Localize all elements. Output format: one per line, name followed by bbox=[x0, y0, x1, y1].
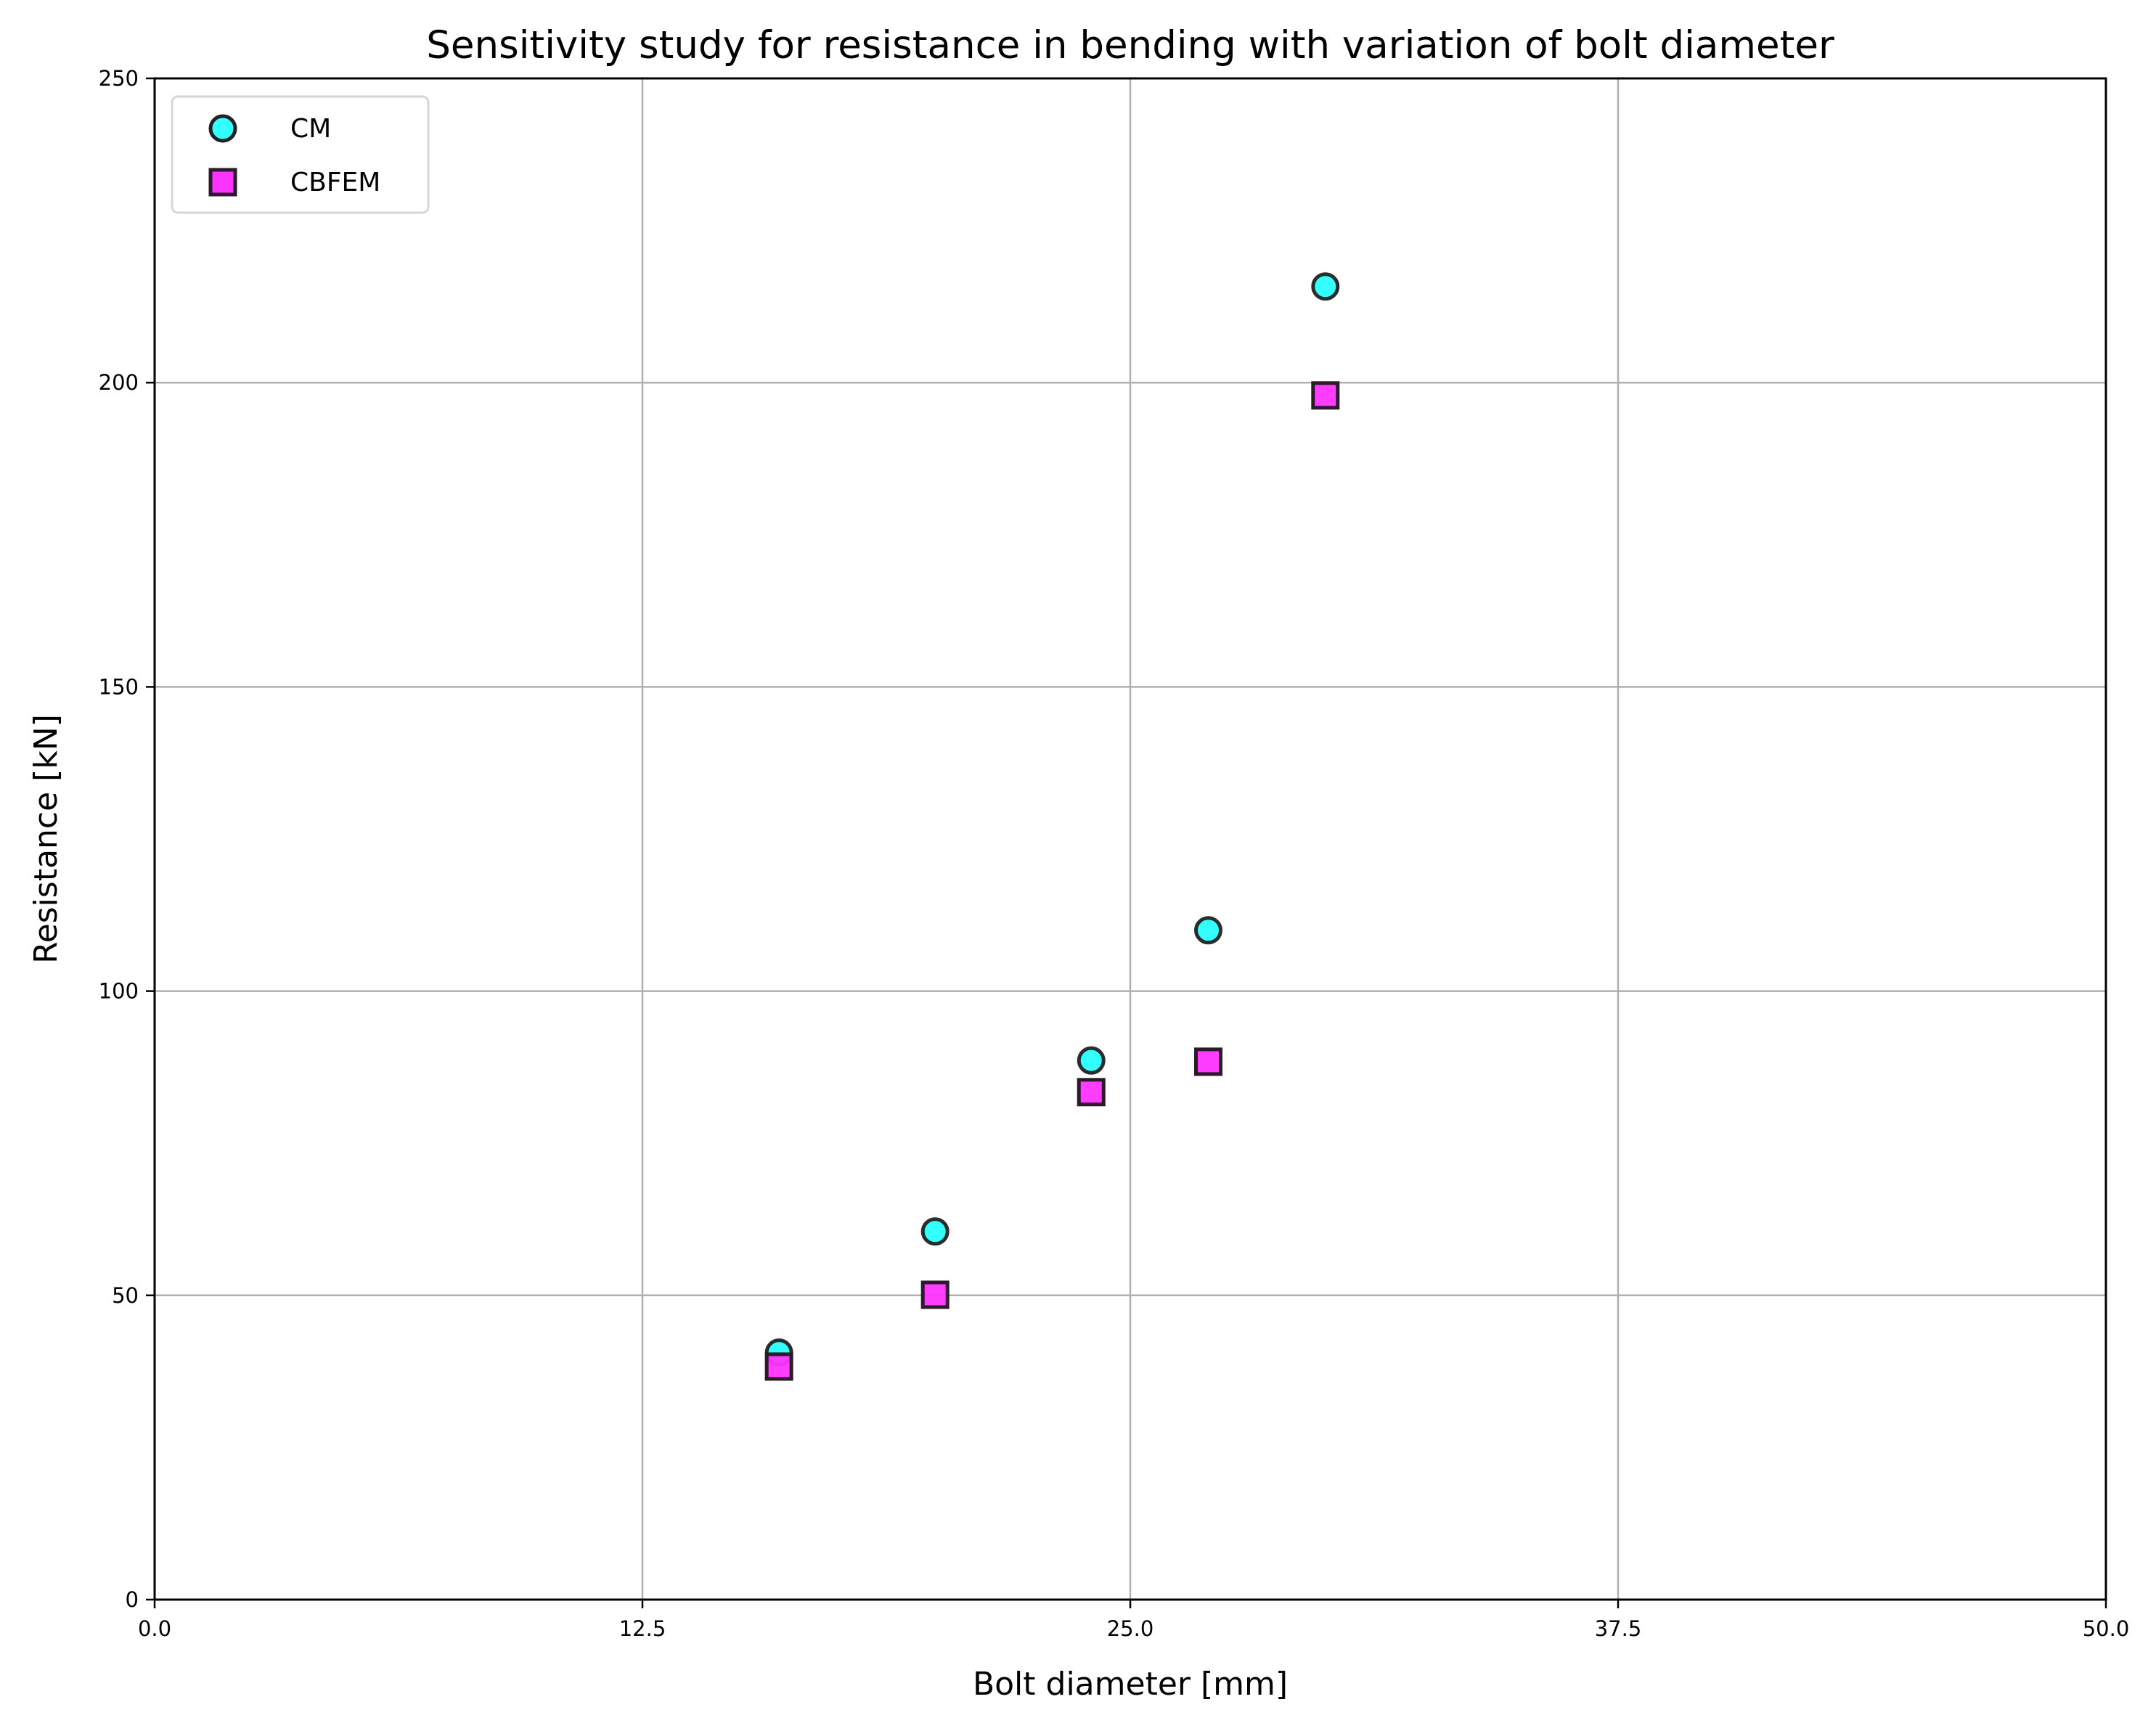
legend-marker-cbfem bbox=[208, 168, 237, 197]
legend-label-cbfem: CBFEM bbox=[290, 168, 380, 197]
x-tick-label: 25.0 bbox=[1107, 1616, 1154, 1641]
y-tick-label: 0 bbox=[126, 1587, 139, 1612]
y-tick-label: 250 bbox=[99, 66, 139, 91]
y-tick-label: 50 bbox=[112, 1283, 139, 1308]
chart-title: Sensitivity study for resistance in bend… bbox=[426, 23, 1834, 67]
data-points bbox=[764, 272, 1340, 1381]
data-point-cm bbox=[1194, 916, 1223, 945]
axis-ticks: 0.0 12.5 25.0 37.5 50.0 0 50 100 150 200 250 bbox=[99, 66, 2130, 1641]
y-axis-label: Resistance [kN] bbox=[28, 714, 65, 964]
y-tick-label: 100 bbox=[99, 979, 139, 1004]
x-tick-label: 0.0 bbox=[138, 1616, 171, 1641]
data-point-cbfem bbox=[1077, 1078, 1106, 1107]
data-point-cbfem bbox=[764, 1352, 793, 1381]
legend-label-cm: CM bbox=[290, 114, 331, 144]
y-tick-label: 200 bbox=[99, 370, 139, 395]
data-point-cbfem bbox=[1194, 1047, 1223, 1076]
legend-marker-cm bbox=[208, 114, 237, 143]
legend: CM CBFEM bbox=[171, 95, 430, 214]
plot-frame bbox=[153, 77, 2107, 1601]
x-axis-label: Bolt diameter [mm] bbox=[973, 1666, 1288, 1703]
x-tick-label: 37.5 bbox=[1595, 1616, 1642, 1641]
grid-lines bbox=[153, 77, 2107, 1601]
data-point-cm bbox=[920, 1217, 950, 1246]
x-tick-label: 12.5 bbox=[619, 1616, 666, 1641]
data-point-cbfem bbox=[920, 1280, 950, 1309]
y-tick-label: 150 bbox=[99, 674, 139, 699]
data-point-cm bbox=[1311, 272, 1340, 301]
data-point-cm bbox=[1077, 1046, 1106, 1075]
data-point-cbfem bbox=[1311, 381, 1340, 410]
x-tick-label: 50.0 bbox=[2083, 1616, 2130, 1641]
